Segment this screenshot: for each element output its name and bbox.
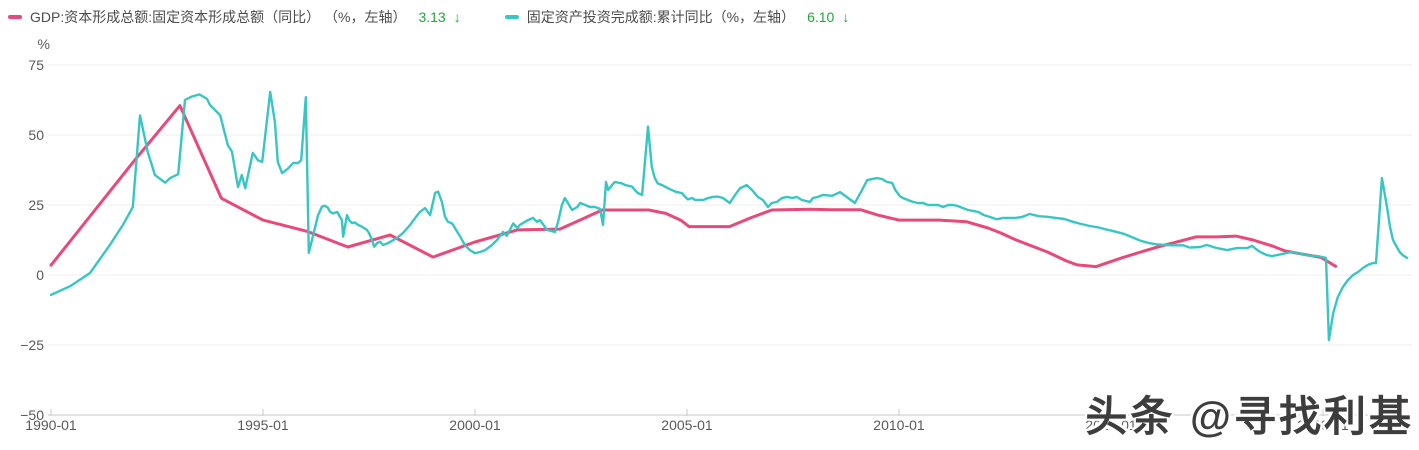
down-arrow-icon: ↓ (842, 9, 850, 25)
series1-swatch-icon (8, 15, 22, 19)
x-axis-tick-label: 1995-01 (237, 417, 289, 433)
x-axis-tick-label: 2020-01 (1297, 417, 1349, 433)
x-axis-tick-label: 2000-01 (449, 417, 501, 433)
watermark: 头条 @寻找利基 (1085, 393, 1414, 440)
y-axis-tick-label: −50 (20, 407, 44, 423)
y-axis-tick-label: 25 (28, 197, 44, 213)
x-axis-tick-label: 2015-01 (1085, 417, 1137, 433)
x-axis-tick-label: 2005-01 (661, 417, 713, 433)
legend-label-series1: GDP:资本形成总额:固定资本形成总额（同比） （%，左轴） (30, 9, 407, 25)
y-axis-tick-label: 50 (28, 127, 44, 143)
legend-item-gdp-capital-formation[interactable]: GDP:资本形成总额:固定资本形成总额（同比） （%，左轴） 3.13 ↓ (8, 7, 461, 27)
y-axis-tick-label: 75 (28, 57, 44, 73)
legend: GDP:资本形成总额:固定资本形成总额（同比） （%，左轴） 3.13 ↓ 固定… (8, 7, 849, 27)
x-axis-tick-label: 1990-01 (25, 417, 77, 433)
series-line-fai-cumulative[interactable] (49, 90, 1409, 342)
y-axis-tick-label: −25 (20, 337, 44, 353)
legend-value-series2: 6.10 (807, 9, 835, 25)
legend-label-series2: 固定资产投资完成额:累计同比（%，左轴） (526, 9, 796, 25)
legend-item-fai-cumulative[interactable]: 固定资产投资完成额:累计同比（%，左轴） 6.10 ↓ (504, 7, 850, 27)
series2-swatch-icon (504, 15, 519, 19)
y-axis-tick-label: 0 (36, 267, 44, 283)
down-arrow-icon: ↓ (453, 9, 461, 25)
legend-value-series1: 3.13 (418, 9, 446, 25)
y-axis-unit-label: % (38, 36, 50, 52)
x-axis-tick-label: 2010-01 (873, 417, 925, 433)
